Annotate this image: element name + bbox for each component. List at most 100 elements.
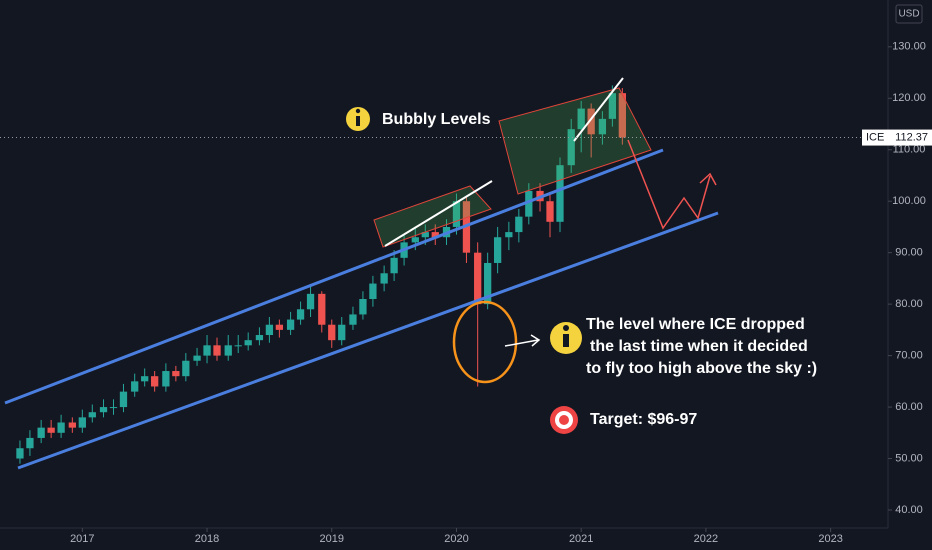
candle-body [119, 391, 128, 408]
annotation: Target: $96-97 [590, 411, 697, 428]
candle-body [162, 371, 170, 387]
candle-body [525, 190, 533, 217]
candle-body [141, 376, 149, 382]
candle-body [296, 309, 305, 320]
info-icon-glyph [563, 325, 569, 331]
channel-line [17, 211, 719, 470]
candle-body [318, 293, 326, 325]
x-tick-label: 2023 [818, 533, 842, 545]
y-tick-label: 90.00 [895, 247, 923, 259]
candle-body [546, 201, 554, 222]
annotation: Bubbly Levels [382, 111, 491, 128]
candle-body [182, 360, 190, 377]
candle-body [380, 273, 388, 284]
candle-body [193, 355, 201, 361]
candle-body [390, 257, 398, 274]
annotation: The level where ICE dropped [586, 316, 805, 333]
candle-body [556, 165, 564, 222]
candle-body [577, 108, 585, 130]
drawings [4, 77, 719, 470]
trend-line [384, 180, 493, 247]
candle-body [255, 335, 264, 341]
candle-body [369, 283, 377, 299]
x-tick-label: 2022 [694, 533, 718, 545]
candle-body [493, 237, 502, 263]
candle-body [452, 201, 461, 227]
info-icon-glyph [356, 116, 360, 126]
target-icon [559, 415, 569, 425]
y-tick-label: 70.00 [895, 350, 923, 362]
candle-body [474, 252, 482, 305]
candle-body [359, 298, 367, 315]
highlight-circle [452, 300, 518, 384]
candle-body [88, 412, 96, 418]
projection-path [627, 139, 711, 230]
y-tick-label: 110.00 [893, 144, 926, 156]
trend-line [573, 77, 624, 142]
last-price-symbol: ICE [866, 131, 884, 143]
candle-body [484, 262, 492, 305]
candle-body [244, 340, 252, 346]
candle-body [47, 427, 55, 433]
candle-body [26, 437, 34, 449]
y-tick-label: 100.00 [892, 195, 926, 207]
axes: 40.00 50.00 60.00 70.00 80.00 90.00 100.00 110.… [0, 41, 932, 545]
y-tick-label: 130.00 [892, 41, 926, 53]
candle-body [349, 314, 357, 325]
channel-line [4, 148, 664, 405]
info-icon-glyph [563, 334, 569, 347]
candle-body [286, 319, 295, 330]
candle-body [338, 324, 346, 341]
candle-body [68, 422, 76, 428]
x-tick-label: 2018 [195, 533, 219, 545]
candle-body [57, 422, 65, 433]
candle-body [203, 345, 211, 356]
y-tick-label: 80.00 [895, 298, 923, 310]
candle-body [131, 381, 139, 392]
candle-body [587, 108, 595, 135]
y-tick-label: 120.00 [892, 92, 926, 104]
candle-body [598, 118, 607, 135]
candle-body [431, 232, 439, 238]
candle-body [37, 427, 45, 438]
candle-body [99, 407, 108, 413]
candle-body [78, 417, 86, 428]
last-price-value: 112.37 [895, 131, 928, 143]
candle-body [505, 232, 513, 238]
x-tick-label: 2021 [569, 533, 593, 545]
candle-body [172, 371, 180, 377]
pointer-arrow [504, 339, 539, 347]
currency-box [895, 4, 923, 24]
candle-body [328, 324, 336, 341]
annotation: to fly too high above the sky :) [586, 360, 817, 377]
info-icon-glyph [355, 108, 361, 114]
candle-body [515, 216, 523, 233]
candle-body [213, 345, 221, 356]
candle-body [618, 93, 626, 138]
y-tick-label: 50.00 [895, 452, 923, 464]
candle-body [224, 345, 232, 356]
x-tick-label: 2017 [70, 533, 94, 545]
currency: USD [898, 9, 919, 20]
candle-body [109, 407, 118, 409]
x-tick-label: 2019 [320, 533, 344, 545]
annotation: the last time when it decided [590, 338, 808, 355]
candle-body [234, 345, 242, 347]
y-tick-label: 60.00 [895, 401, 923, 413]
candle-body [567, 129, 575, 166]
candle-body [608, 93, 617, 119]
arrow-head [699, 172, 717, 186]
arrow-head [530, 334, 541, 347]
last-price-box [862, 129, 932, 146]
candle-body [275, 324, 284, 330]
candle-body [16, 448, 24, 459]
candle-body [306, 293, 315, 310]
candle-body [411, 237, 419, 243]
candle-body [265, 324, 274, 336]
y-tick-label: 40.00 [895, 504, 923, 516]
x-tick-label: 2020 [444, 533, 468, 545]
candle-body [151, 376, 159, 387]
